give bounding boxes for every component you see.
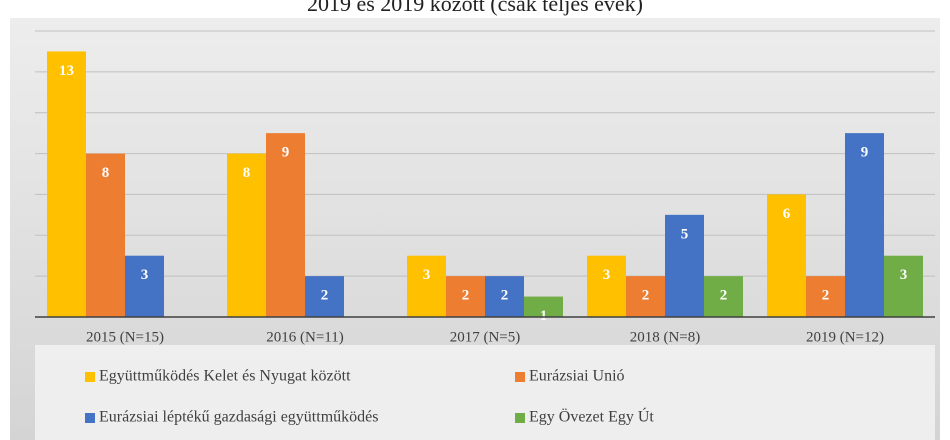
data-label: 2 [321,288,329,304]
x-tick-label: 2018 (N=8) [630,329,701,345]
legend-box [35,345,935,440]
data-label: 3 [423,267,431,283]
data-label: 2 [642,288,650,304]
x-tick-label: 2015 (N=15) [86,329,164,345]
bar [227,153,266,317]
bar [47,51,86,318]
bar [845,133,884,317]
bar [125,255,164,317]
bar [665,214,704,317]
legend-swatch [515,413,525,423]
data-label: 2 [501,288,509,304]
legend-label: Eurázsiai léptékű gazdasági együttműködé… [99,409,378,426]
legend-swatch [85,372,95,382]
data-label: 9 [861,145,869,161]
data-label: 1 [540,308,548,324]
bar [806,276,845,317]
bar [86,153,125,317]
data-label: 5 [681,226,689,242]
bar [767,194,806,317]
bar [884,255,923,317]
bar [407,255,446,317]
x-tick-label: 2019 (N=12) [806,329,884,345]
bar [704,276,743,317]
bar [626,276,665,317]
data-label: 2 [822,288,830,304]
data-label: 3 [603,267,611,283]
bar [305,276,344,317]
data-label: 2 [462,288,470,304]
data-label: 13 [59,63,74,79]
data-label: 3 [141,267,149,283]
data-label: 9 [282,145,290,161]
legend-label: Eurázsiai Unió [529,368,625,385]
bar [446,276,485,317]
bar [524,296,563,317]
legend-swatch [85,413,95,423]
chart-title: 2019 és 2019 között (csak teljes évek) [307,0,643,16]
legend-label: Együttműködés Kelet és Nyugat között [99,368,351,385]
data-label: 6 [783,206,791,222]
bar [266,133,305,317]
data-label: 2 [720,288,728,304]
bar [587,255,626,317]
data-label: 8 [243,165,251,181]
x-tick-label: 2017 (N=5) [450,329,521,345]
data-label: 3 [900,267,908,283]
legend-swatch [515,372,525,382]
x-tick-label: 2016 (N=11) [266,329,343,345]
bar [485,276,524,317]
data-label: 8 [102,165,110,181]
legend-label: Egy Övezet Egy Út [529,407,654,426]
